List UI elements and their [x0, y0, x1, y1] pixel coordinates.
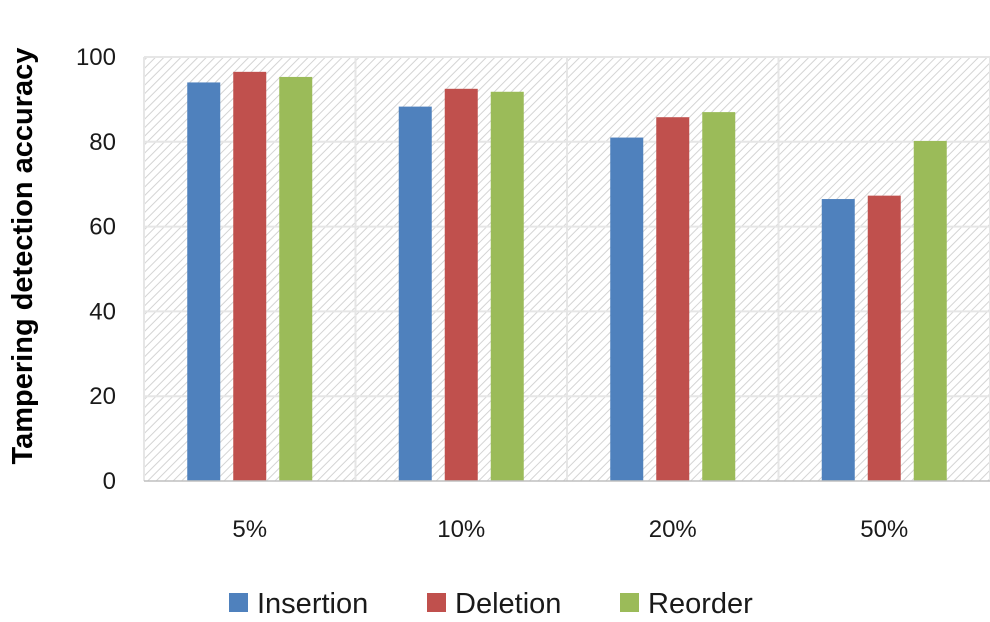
x-tick-labels: 5% 10% 20% 50%	[232, 516, 908, 543]
x-tick-label: 5%	[232, 516, 267, 543]
y-tick-label: 0	[103, 468, 116, 495]
x-tick-label: 20%	[649, 516, 697, 543]
bar-reorder-2	[702, 112, 736, 482]
y-tick-label: 40	[89, 298, 116, 325]
y-tick-label: 20	[89, 383, 116, 410]
bar-insertion-0	[187, 82, 221, 481]
y-tick-label: 100	[76, 44, 116, 71]
bar-reorder-0	[279, 76, 313, 481]
x-tick-label: 50%	[860, 516, 908, 543]
bar-reorder-1	[490, 91, 524, 481]
bar-deletion-3	[867, 195, 901, 481]
y-tick-labels: 0 20 40 60 80 100	[76, 44, 116, 495]
legend-label-reorder: Reorder	[648, 588, 753, 620]
legend-swatch-reorder	[620, 593, 639, 612]
bar-deletion-0	[233, 71, 267, 481]
bar-insertion-2	[610, 137, 644, 481]
bar-insertion-3	[821, 199, 855, 482]
legend-swatch-insertion	[229, 593, 248, 612]
y-tick-label: 60	[89, 214, 116, 241]
bars	[187, 71, 947, 482]
legend: Insertion Deletion Reorder	[229, 588, 753, 620]
x-tick-label: 10%	[437, 516, 485, 543]
bar-deletion-2	[656, 117, 690, 481]
legend-swatch-deletion	[427, 593, 446, 612]
bar-insertion-1	[398, 106, 432, 481]
bar-deletion-1	[444, 88, 478, 482]
legend-label-insertion: Insertion	[257, 588, 368, 620]
bar-reorder-3	[913, 140, 947, 481]
y-axis-label: Tampering detection accuracy	[7, 48, 39, 465]
legend-label-deletion: Deletion	[455, 588, 561, 620]
y-tick-label: 80	[89, 129, 116, 156]
